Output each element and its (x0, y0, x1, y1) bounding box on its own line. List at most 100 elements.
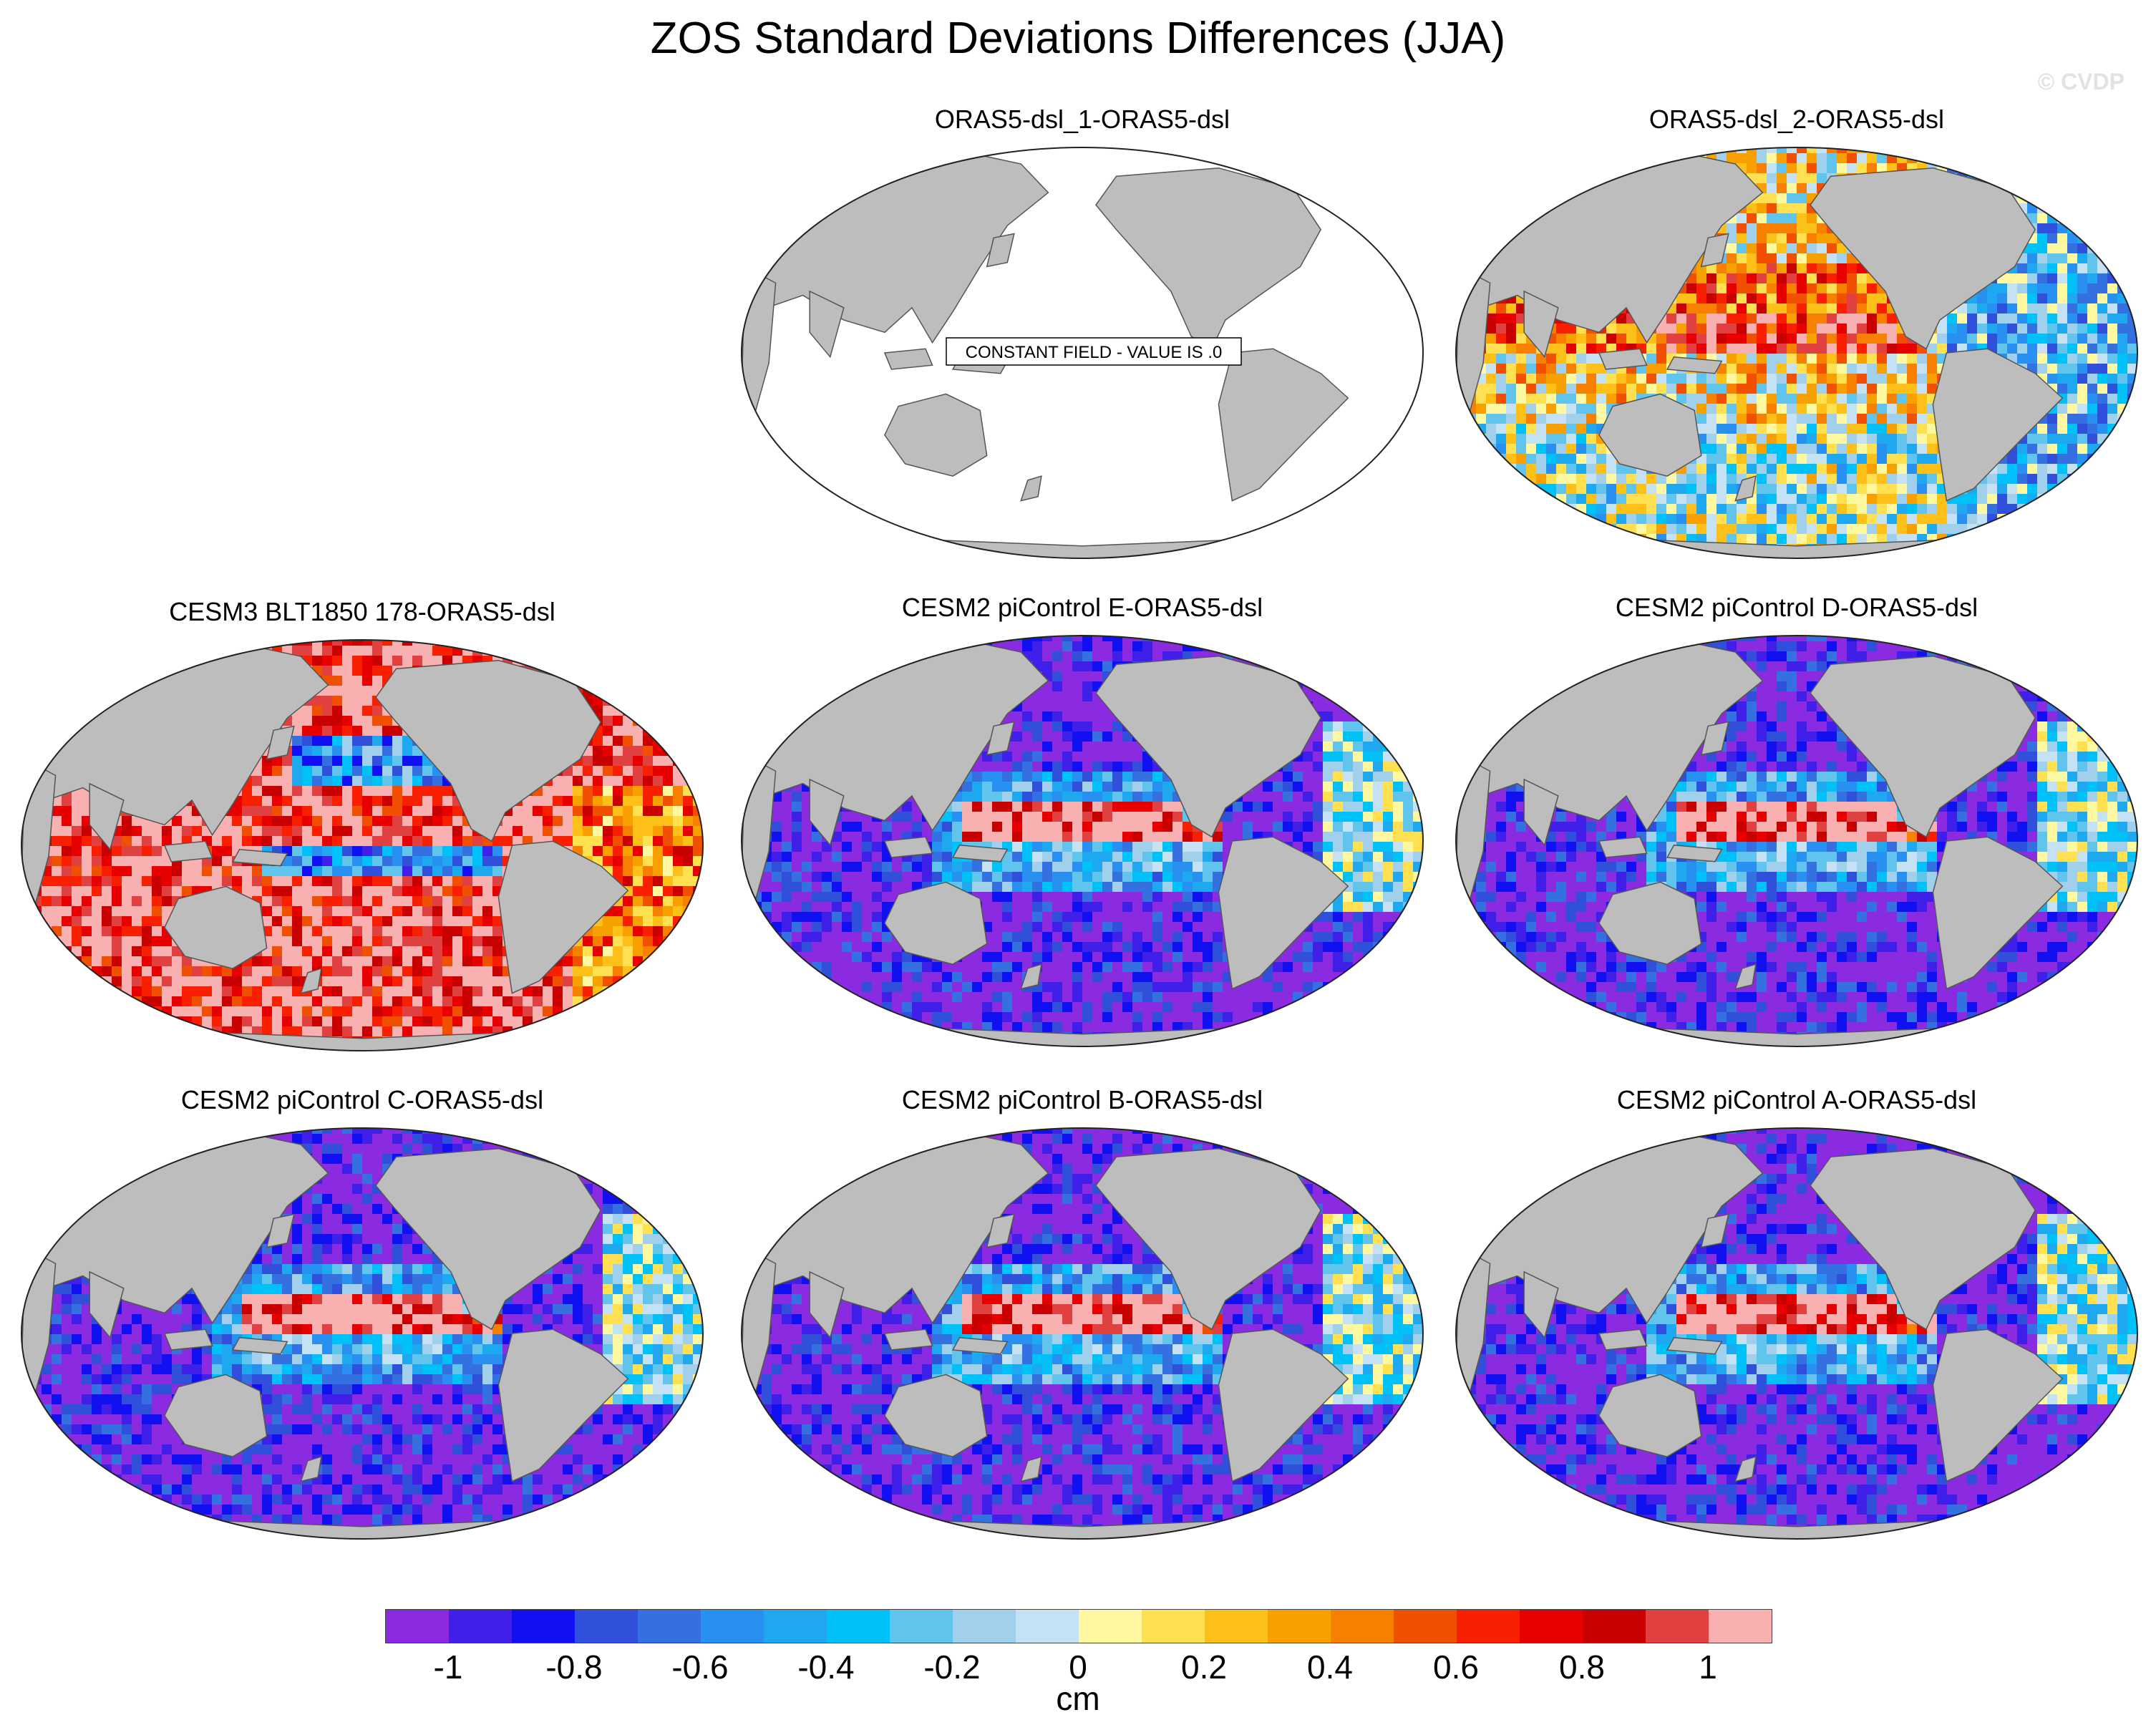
colorbar-tick-label: -0.6 (671, 1648, 729, 1686)
land-northamerica (1095, 655, 1322, 838)
map-panel-2: ORAS5-dsl_2-ORAS5-dsl (1446, 105, 2147, 563)
map-outline (1455, 1127, 2138, 1540)
land-japan (1700, 721, 1729, 756)
map-panel-6: CESM2 piControl C-ORAS5-dsl (11, 1085, 713, 1543)
land-europeTip (2109, 225, 2135, 272)
colorbar-tick-label: -0.2 (923, 1648, 981, 1686)
colorbar-tick-label: 0.2 (1181, 1648, 1227, 1686)
land-northamerica (1095, 167, 1322, 350)
colorbar-swatch (638, 1610, 701, 1643)
colorbar (385, 1609, 1772, 1643)
land-indonesia2 (1666, 1336, 1723, 1355)
constant-field-annotation: CONSTANT FIELD - VALUE IS .0 (946, 337, 1242, 366)
land-northamerica (1810, 1147, 2036, 1331)
colorbar-swatch (1205, 1610, 1268, 1643)
colorbar-tick-label: 0.6 (1433, 1648, 1479, 1686)
colorbar-swatch (1331, 1610, 1394, 1643)
map-outline (741, 147, 1424, 559)
land-australia (1598, 393, 1702, 477)
world-map (1455, 147, 2138, 559)
land-southamerica (1218, 836, 1349, 990)
colorbar-swatch (1268, 1610, 1331, 1643)
colorbar-tick-label: 0 (1069, 1648, 1087, 1686)
world-map: CONSTANT FIELD - VALUE IS .0 (741, 147, 1424, 559)
land-southamerica (1932, 348, 2064, 502)
colorbar-swatch (1520, 1610, 1583, 1643)
land-japan (986, 721, 1015, 756)
land-australia (884, 393, 988, 477)
land-india (1523, 290, 1559, 359)
land-indonesia1 (1598, 836, 1648, 858)
land-nz (1020, 475, 1042, 502)
colorbar-swatch (1394, 1610, 1457, 1643)
land-indonesia1 (883, 836, 933, 858)
colorbar-swatch (1646, 1610, 1709, 1643)
map-panel-1: ORAS5-dsl_1-ORAS5-dsl CONSTANT FIELD - V… (732, 105, 1433, 563)
land-japan (986, 1213, 1015, 1248)
panel-title: CESM2 piControl C-ORAS5-dsl (180, 1085, 544, 1114)
land-greenland (620, 647, 684, 694)
colorbar-tick-label: 1 (1699, 1648, 1717, 1686)
land-europeTip (2109, 1205, 2135, 1253)
colorbar-swatch (512, 1610, 575, 1643)
land-japan (986, 233, 1015, 268)
land-india (809, 290, 845, 359)
land-india (89, 782, 125, 851)
figure-title: ZOS Standard Deviations Differences (JJA… (650, 14, 1506, 63)
colorbar-swatch (1142, 1610, 1205, 1643)
land-australia (1598, 881, 1702, 966)
map-outline (741, 1127, 1424, 1540)
land-greenland (1340, 155, 1404, 202)
panel-title: CESM2 piControl A-ORAS5-dsl (1616, 1085, 1977, 1114)
panel-title: ORAS5-dsl_1-ORAS5-dsl (934, 105, 1230, 134)
colorbar-swatch (449, 1610, 512, 1643)
land-greenland (2054, 1135, 2118, 1182)
land-southamerica (1932, 1328, 2064, 1482)
colorbar-swatch (1079, 1610, 1142, 1643)
colorbar-tick-label: -0.8 (545, 1648, 603, 1686)
colorbar-swatch (890, 1610, 953, 1643)
world-map (741, 1127, 1424, 1540)
land-northamerica (1095, 1147, 1322, 1331)
land-greenland (620, 1135, 684, 1182)
land-southamerica (497, 840, 629, 994)
land-australia (884, 1374, 988, 1458)
land-northamerica (1810, 167, 2036, 350)
colorbar-swatch (764, 1610, 827, 1643)
field-cells (742, 1128, 1423, 1539)
map-outline (21, 1127, 704, 1540)
land-indonesia1 (163, 840, 213, 862)
colorbar-swatch (1457, 1610, 1520, 1643)
land-nz (1020, 1456, 1042, 1482)
colorbar-tick-label: -1 (433, 1648, 463, 1686)
map-panel-5: CESM2 piControl D-ORAS5-dsl (1446, 593, 2147, 1051)
land-japan (266, 725, 295, 760)
land-southamerica (497, 1328, 629, 1482)
panel-title: CESM3 BLT1850 178-ORAS5-dsl (169, 597, 555, 626)
land-greenland (1340, 643, 1404, 690)
land-nz (1734, 1456, 1757, 1482)
land-indonesia2 (951, 844, 1009, 862)
map-panel-3: CESM3 BLT1850 178-ORAS5-dsl (11, 597, 713, 1055)
map-outline (1455, 635, 2138, 1047)
land-europeTip (1395, 225, 1420, 272)
land-europeTip (675, 717, 700, 764)
field-cells (1456, 1128, 2137, 1539)
land-indonesia2 (1666, 844, 1723, 862)
land-northamerica (375, 1147, 602, 1331)
world-map (21, 639, 704, 1051)
map-panel-4: CESM2 piControl E-ORAS5-dsl (732, 593, 1433, 1051)
land-europeTip (1395, 713, 1420, 760)
land-indonesia2 (951, 1336, 1009, 1355)
field-cells (21, 640, 703, 1051)
field-cells (1456, 147, 2137, 558)
colorbar-swatch (827, 1610, 890, 1643)
land-indonesia2 (1666, 356, 1723, 374)
colorbar-tick-label: -0.4 (797, 1648, 855, 1686)
land-southamerica (1218, 348, 1349, 502)
land-nz (1734, 963, 1757, 990)
land-indonesia1 (883, 1328, 933, 1351)
land-indonesia1 (163, 1328, 213, 1351)
land-greenland (1340, 1135, 1404, 1182)
field-cells (1456, 636, 2137, 1046)
